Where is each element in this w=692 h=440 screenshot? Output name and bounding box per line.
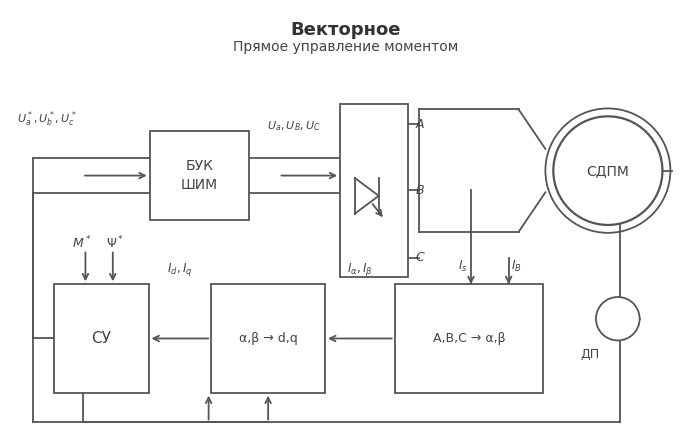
Bar <box>394 284 543 393</box>
Text: $U_a,U_B,U_C$: $U_a,U_B,U_C$ <box>267 119 321 133</box>
Text: $\Psi^*$: $\Psi^*$ <box>106 235 124 251</box>
Text: СУ: СУ <box>91 331 111 346</box>
Text: $I_\alpha,I_\beta$: $I_\alpha,I_\beta$ <box>347 261 373 278</box>
Text: ДП: ДП <box>581 348 599 361</box>
Bar <box>149 131 249 220</box>
Text: $I_B$: $I_B$ <box>511 259 522 274</box>
Text: Векторное: Векторное <box>291 21 401 39</box>
Text: B: B <box>415 184 424 197</box>
Bar <box>340 104 408 277</box>
Text: α,β → d,q: α,β → d,q <box>239 332 298 345</box>
Text: $U^*_a,U^*_b,U^*_c$: $U^*_a,U^*_b,U^*_c$ <box>17 110 76 129</box>
Text: $I_d,I_q$: $I_d,I_q$ <box>167 261 192 278</box>
Text: $I_s$: $I_s$ <box>458 259 468 274</box>
Circle shape <box>596 297 639 341</box>
Text: СДПМ: СДПМ <box>586 164 629 178</box>
Bar <box>211 284 325 393</box>
Text: C: C <box>415 251 424 264</box>
Text: Прямое управление моментом: Прямое управление моментом <box>233 40 459 54</box>
Bar <box>55 284 149 393</box>
Circle shape <box>554 116 662 225</box>
Text: A: A <box>415 118 424 131</box>
Text: $M^*$: $M^*$ <box>72 235 91 251</box>
Text: БУК
ШИМ: БУК ШИМ <box>181 159 218 192</box>
Text: A,B,C → α,β: A,B,C → α,β <box>432 332 505 345</box>
